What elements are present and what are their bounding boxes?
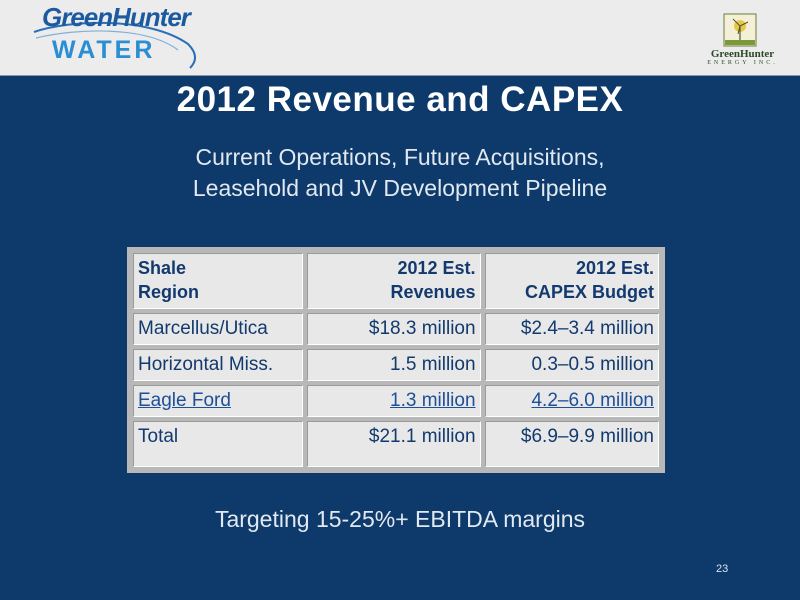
logo-text-greenhunter: GreenHunter [42,2,191,32]
table-row: Eagle Ford 1.3 million 4.2–6.0 million [133,385,659,417]
header-line: 2012 Est. [575,258,654,278]
table-row: Marcellus/Utica $18.3 million $2.4–3.4 m… [133,313,659,345]
logo-text-water: WATER [52,36,156,64]
header-banner: GreenHunter WATER GreenHunter ENERGY INC… [0,0,800,76]
header-line: Revenues [390,282,476,302]
eagle-ford-revenue-link[interactable]: 1.3 million [390,390,476,411]
revenue-cell: $21.1 million [306,421,481,467]
capex-cell: 0.3–0.5 million [484,349,659,381]
region-cell: Marcellus/Utica [133,313,303,345]
capex-cell: $6.9–9.9 million [484,421,659,467]
revenue-capex-table: Shale Region 2012 Est. Revenues 2012 Est… [127,247,665,473]
header-line: Shale [138,258,187,278]
header-line: Region [138,282,199,302]
slide-subtitle: Current Operations, Future Acquisitions,… [0,142,800,204]
ebitda-tagline: Targeting 15-25%+ EBITDA margins [214,506,586,532]
greenhunter-water-logo: GreenHunter WATER [28,2,208,72]
capex-cell: 4.2–6.0 million [484,385,659,417]
subtitle-line: Current Operations, Future Acquisitions, [195,144,605,170]
eagle-ford-link[interactable]: Eagle Ford [138,390,231,411]
header-revenues: 2012 Est. Revenues [306,253,481,309]
eagle-ford-capex-link[interactable]: 4.2–6.0 million [531,390,654,411]
header-line: CAPEX Budget [524,282,654,302]
region-cell: Eagle Ford [133,385,303,417]
header-shale-region: Shale Region [133,253,303,309]
region-cell: Horizontal Miss. [133,349,303,381]
table-row: Horizontal Miss. 1.5 million 0.3–0.5 mil… [133,349,659,381]
header-line: 2012 Est. [397,258,476,278]
logo-swoosh-icon [33,21,196,69]
greenhunter-energy-logo: GreenHunter ENERGY INC. [690,6,795,72]
revenue-cell: 1.3 million [306,385,481,417]
subtitle-line: Leasehold and JV Development Pipeline [192,175,608,201]
slide-title: 2012 Revenue and CAPEX [176,80,624,119]
region-cell: Total [133,421,303,467]
capex-cell: $2.4–3.4 million [484,313,659,345]
logo-text-greenhunter-energy: GreenHunter [710,48,775,60]
wind-turbine-icon [723,13,757,47]
table-row-total: Total $21.1 million $6.9–9.9 million [133,421,659,467]
revenue-cell: $18.3 million [306,313,481,345]
revenue-cell: 1.5 million [306,349,481,381]
header-capex-budget: 2012 Est. CAPEX Budget [484,253,659,309]
page-number: 23 [716,563,729,575]
logo-text-energy-inc: ENERGY INC. [707,60,778,66]
